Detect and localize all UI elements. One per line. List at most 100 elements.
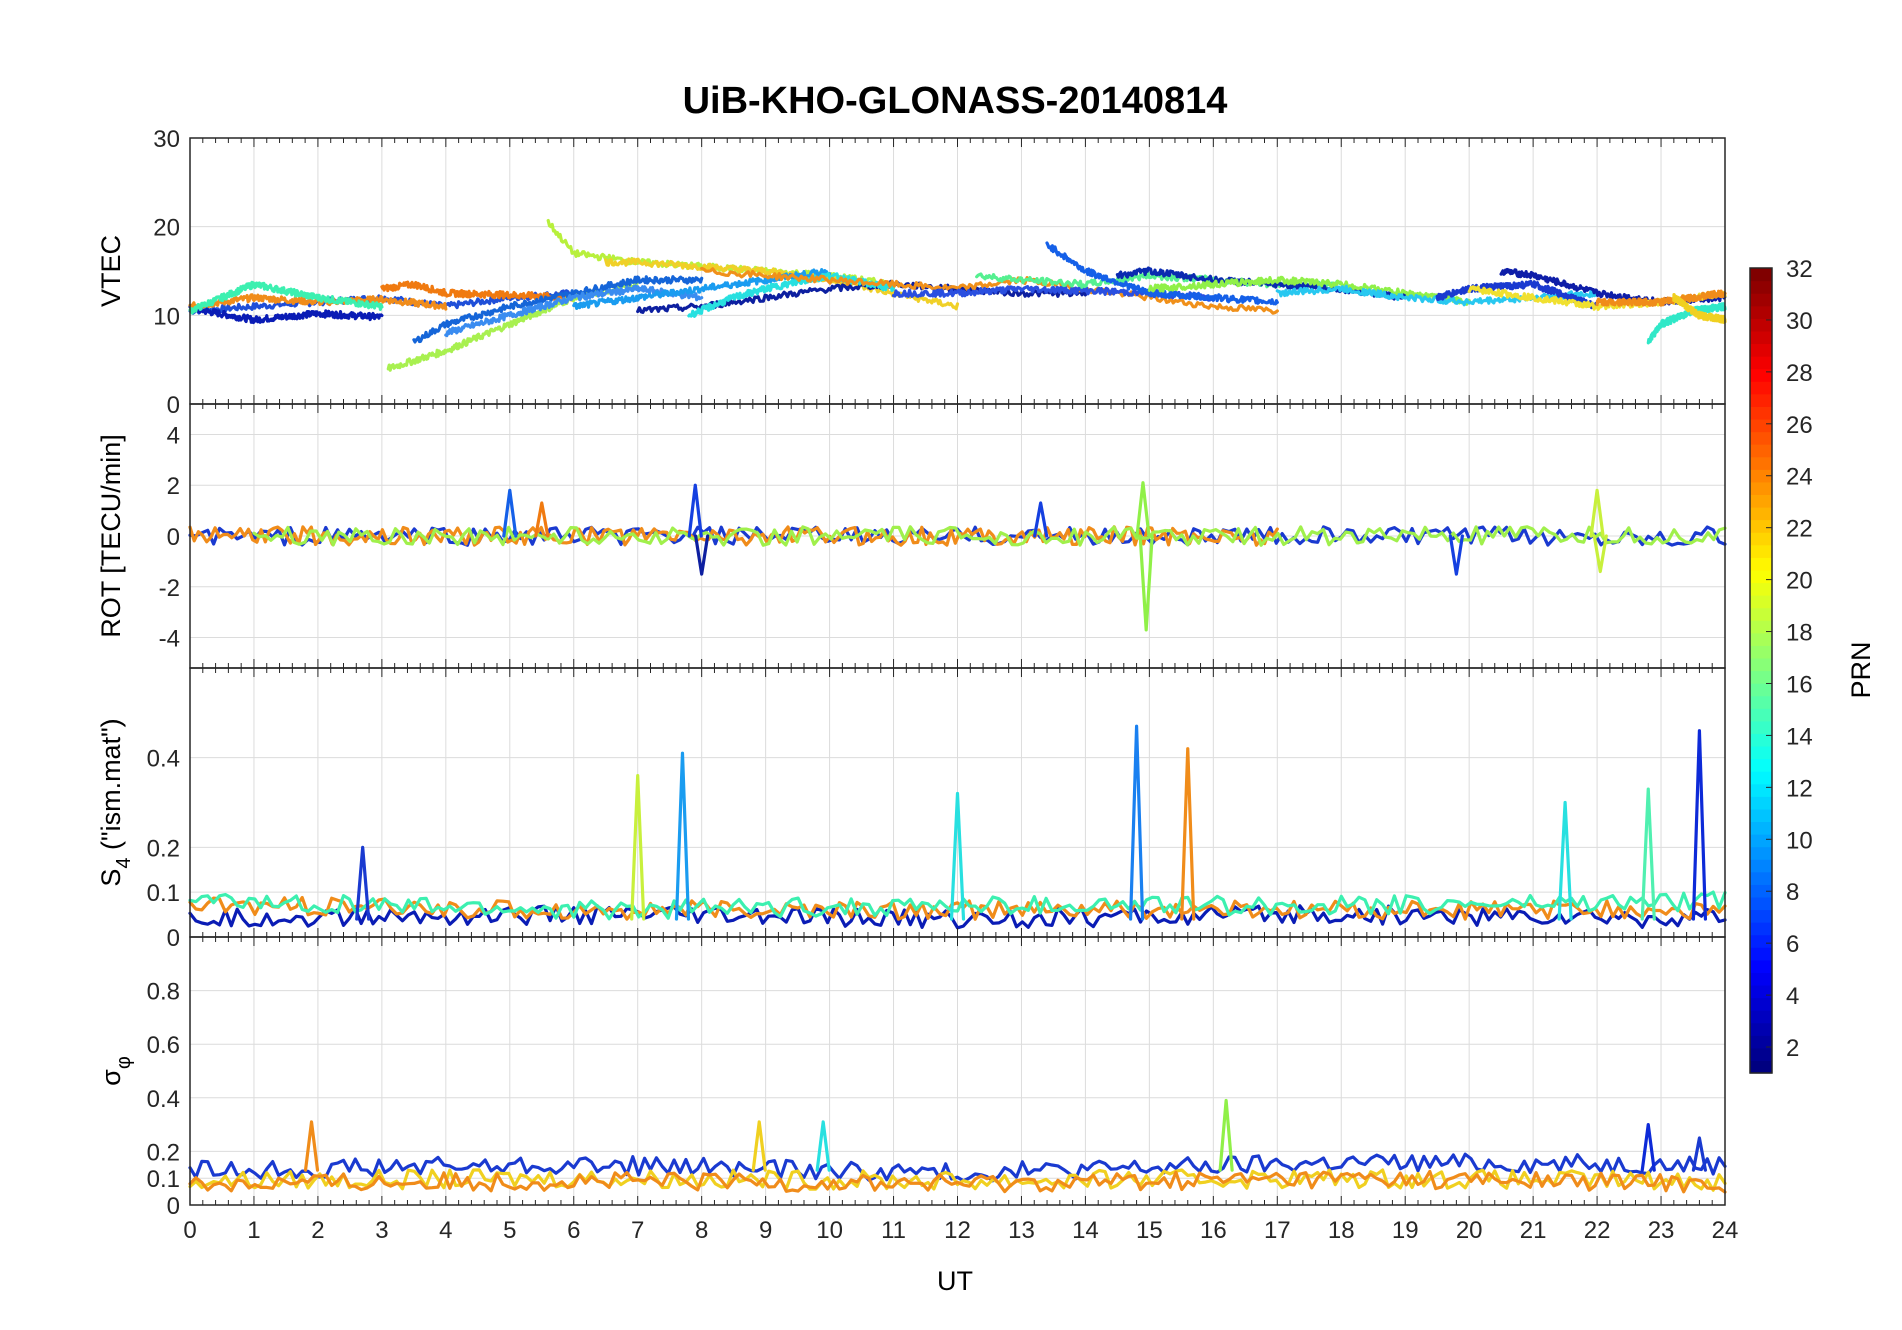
series-line: [252, 525, 1727, 547]
x-tick-label: 10: [816, 1217, 843, 1244]
colorbar-band: [1750, 268, 1772, 282]
colorbar-band: [1750, 519, 1772, 533]
x-tick-label: 9: [759, 1217, 772, 1244]
spike-mark: [1640, 1123, 1656, 1172]
colorbar-tick-label: 4: [1786, 983, 1799, 1010]
spike-mark: [1448, 534, 1464, 576]
y-tick-label: 2: [167, 473, 180, 500]
spike-mark: [1033, 501, 1049, 538]
colorbar-band: [1750, 293, 1772, 307]
y-tick-label: 0.2: [147, 835, 180, 862]
colorbar-band: [1750, 1035, 1772, 1049]
colorbar-tick-label: 10: [1786, 827, 1813, 854]
colorbar-tick-label: 20: [1786, 568, 1813, 595]
y-tick-label: 0: [167, 1193, 180, 1220]
spike-mark: [751, 1120, 767, 1172]
y-tick-label: 0.8: [147, 979, 180, 1006]
spike-mark: [502, 488, 518, 538]
spike-mark: [1691, 1136, 1708, 1172]
x-tick-label: 22: [1584, 1217, 1611, 1244]
y-tick-label: 30: [153, 126, 180, 153]
colorbar-band: [1750, 280, 1772, 294]
series-line: [188, 895, 1727, 921]
spike-mark: [1128, 724, 1145, 921]
colorbar-band: [1750, 670, 1772, 684]
x-tick-label: 13: [1008, 1217, 1035, 1244]
x-tick-label: 24: [1712, 1217, 1739, 1244]
y-tick-label: 0: [167, 524, 180, 551]
spike-mark: [534, 501, 550, 538]
series-line: [700, 266, 1279, 315]
colorbar-band: [1750, 720, 1772, 734]
colorbar-band: [1750, 934, 1772, 948]
x-tick-label: 5: [503, 1217, 516, 1244]
colorbar-band: [1750, 506, 1772, 521]
panel-vtec: 0 10 20 30 VTEC: [96, 126, 1727, 419]
x-tick-label: 19: [1392, 1217, 1419, 1244]
colorbar-tick-label: 26: [1786, 412, 1813, 439]
x-tick-label: 18: [1328, 1217, 1355, 1244]
colorbar-band: [1750, 557, 1772, 571]
colorbar-band: [1750, 859, 1772, 873]
panel-sigma: 00.10.2 0.4 0.6 0.8 σφ: [96, 936, 1727, 1220]
colorbar-band: [1750, 343, 1772, 357]
colorbar-band: [1750, 984, 1772, 999]
colorbar-band: [1750, 922, 1772, 936]
colorbar-band: [1750, 695, 1772, 709]
x-tick-label: 23: [1648, 1217, 1675, 1244]
x-axis-label: UT: [937, 1266, 973, 1296]
colorbar-band: [1750, 871, 1772, 885]
y-tick-label: -2: [159, 575, 180, 602]
x-tick-label: 20: [1456, 1217, 1483, 1244]
x-tick-label: 2: [311, 1217, 324, 1244]
spike-mark: [694, 534, 710, 576]
colorbar-band: [1750, 834, 1772, 848]
colorbar-band: [1750, 896, 1772, 911]
colorbar-band: [1750, 481, 1772, 496]
y-tick-label: 0.1: [147, 1166, 180, 1193]
colorbar-band: [1750, 406, 1772, 420]
colorbar-band: [1750, 620, 1772, 634]
colorbar-band: [1750, 1060, 1772, 1074]
spike-mark: [687, 483, 703, 538]
y-axis-label: ROT [TECU/min]: [96, 434, 126, 638]
x-tick-label: 16: [1200, 1217, 1227, 1244]
series-line: [188, 303, 384, 325]
colorbar-tick-label: 32: [1786, 256, 1813, 283]
spike-mark: [1640, 787, 1656, 921]
y-axis-label: VTEC: [96, 235, 126, 307]
colorbar-band: [1750, 909, 1772, 923]
colorbar-band: [1750, 595, 1772, 609]
colorbar-band: [1750, 758, 1772, 772]
spike-mark: [303, 1120, 320, 1172]
spike-mark: [1557, 800, 1573, 921]
y-tick-label: 4: [167, 422, 180, 449]
x-tick-label: 1: [247, 1217, 260, 1244]
panel-rot: -4 -2 0 2 4 ROT [TECU/min]: [96, 403, 1727, 669]
colorbar-band: [1750, 444, 1772, 458]
chart-title: UiB-KHO-GLONASS-20140814: [683, 80, 1228, 122]
x-tick-label: 7: [631, 1217, 644, 1244]
y-tick-label: 0: [167, 392, 180, 419]
colorbar-band: [1750, 418, 1772, 433]
colorbar-tick-label: 28: [1786, 360, 1813, 387]
spike-mark: [815, 1120, 831, 1172]
x-tick-label: 3: [375, 1217, 388, 1244]
colorbar-band: [1750, 683, 1772, 697]
spike-mark: [1138, 534, 1154, 632]
colorbar-label: PRN: [1846, 641, 1876, 698]
colorbar-band: [1750, 368, 1772, 382]
colorbar-band: [1750, 305, 1772, 319]
colorbar-band: [1750, 532, 1772, 546]
x-tick-label: 21: [1520, 1217, 1547, 1244]
y-tick-label: 20: [153, 215, 180, 242]
series-line: [687, 272, 896, 318]
series-line: [1435, 279, 1599, 310]
x-tick-label: 15: [1136, 1217, 1163, 1244]
colorbar-band: [1750, 1010, 1772, 1024]
x-tick-label: 12: [944, 1217, 971, 1244]
colorbar-band: [1750, 330, 1772, 345]
y-tick-label: 0.1: [147, 880, 180, 907]
spike-mark: [674, 751, 691, 921]
